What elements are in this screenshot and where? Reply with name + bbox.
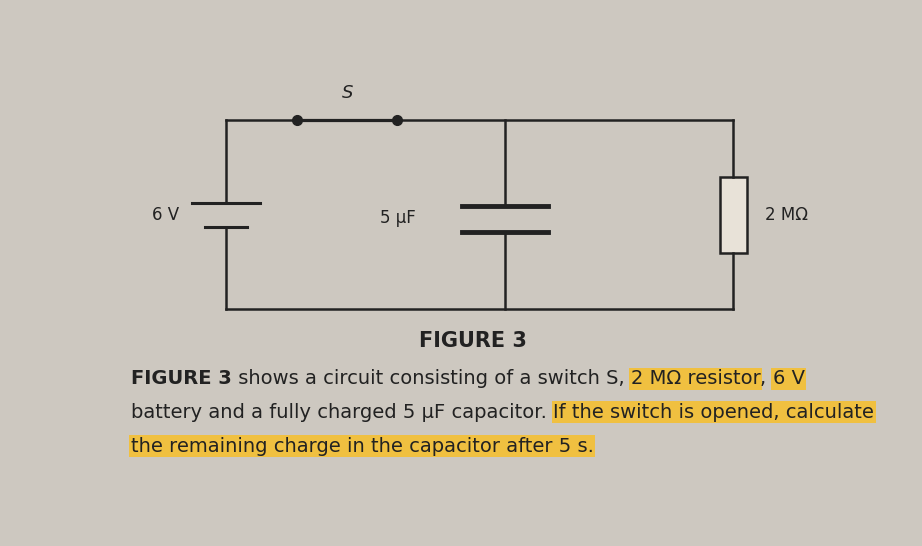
Text: shows a circuit consisting of a switch S,: shows a circuit consisting of a switch S… (231, 369, 631, 388)
Text: S: S (342, 84, 353, 102)
Text: If the switch is opened, calculate: If the switch is opened, calculate (553, 403, 874, 422)
Bar (720, 177, 747, 253)
Text: ,: , (761, 369, 773, 388)
Text: 5 μF: 5 μF (380, 209, 415, 227)
Text: 6 V: 6 V (152, 206, 179, 224)
Text: 2 MΩ: 2 MΩ (765, 206, 809, 224)
Text: 6 V: 6 V (773, 369, 805, 388)
Text: FIGURE 3: FIGURE 3 (131, 369, 231, 388)
Text: the remaining charge in the capacitor after 5 s.: the remaining charge in the capacitor af… (131, 436, 594, 455)
Text: 2 MΩ resistor: 2 MΩ resistor (631, 369, 761, 388)
Text: battery and a fully charged 5 μF capacitor.: battery and a fully charged 5 μF capacit… (131, 403, 553, 422)
Text: FIGURE 3: FIGURE 3 (419, 331, 526, 351)
